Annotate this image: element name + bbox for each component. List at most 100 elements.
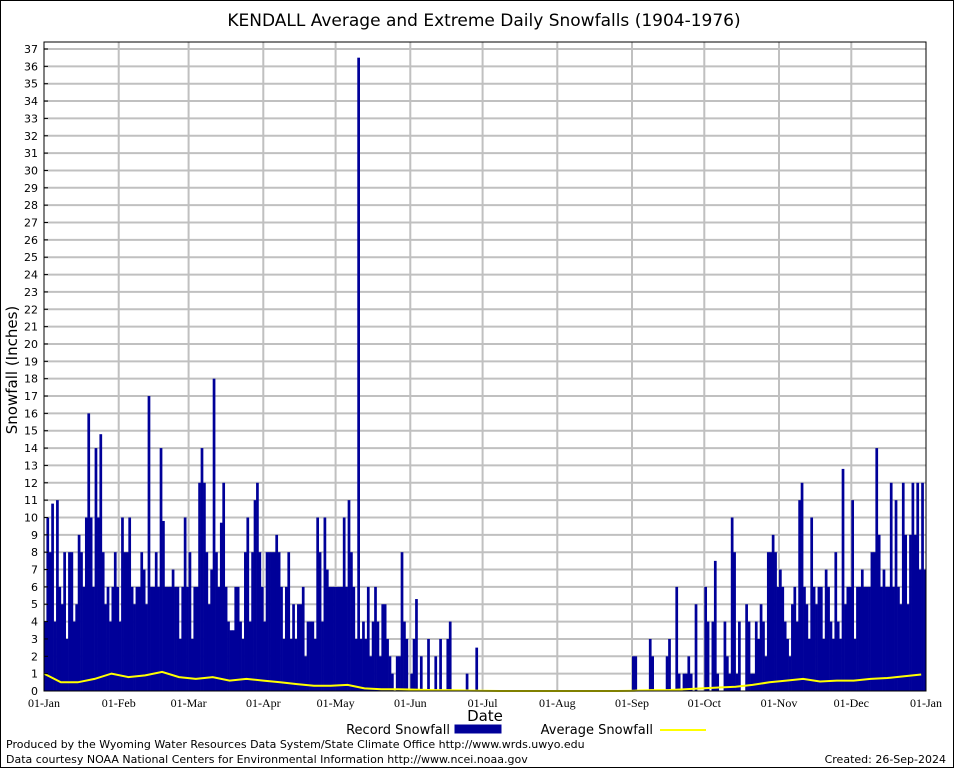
y-tick-label: 35 [24,78,38,91]
record-bar [376,621,380,691]
record-bar [256,482,259,691]
record-bar [362,621,365,691]
record-bar [791,604,794,691]
x-tick-label: 01-Feb [102,696,136,710]
record-bar [113,552,117,691]
record-bar [906,604,910,691]
record-bar [284,586,288,691]
record-bar [853,638,857,691]
x-tick-label: 01-Jul [468,696,499,710]
record-bar [357,57,360,692]
legend-swatch-record [454,724,502,734]
record-bar [169,586,173,691]
record-bar [53,621,57,691]
record-bar [205,552,209,691]
y-tick-label: 5 [31,598,38,611]
record-bar [880,586,883,691]
record-bar [289,638,293,691]
record-bar [909,534,912,691]
record-bar [246,517,250,691]
record-bar [56,500,59,691]
record-bar [207,604,211,691]
record-bar [222,482,226,691]
y-tick-label: 36 [24,60,38,73]
record-bar [921,482,924,691]
record-bar [171,569,175,691]
record-bar [819,586,823,691]
record-bar [150,586,153,691]
y-tick-label: 16 [24,407,38,420]
record-bar [894,500,898,691]
record-bar [366,586,370,691]
record-bar [410,673,414,691]
y-tick-label: 32 [24,130,38,143]
x-tick-label: 01-Jan [28,696,60,710]
record-bar [106,586,110,691]
record-bar [728,673,732,691]
record-bar [164,586,168,691]
record-bar [897,586,900,691]
record-bar [137,586,141,691]
record-bar [178,638,182,691]
record-bar [419,656,423,691]
record-bar [244,552,247,691]
y-tick-label: 30 [24,164,38,177]
record-bar [899,604,903,691]
record-bar [378,656,382,691]
record-bar [369,656,373,691]
record-bar [764,656,768,691]
record-bar [186,586,189,691]
record-bar [297,604,300,691]
record-bar [762,621,765,691]
record-bar [648,638,652,691]
record-bar [632,656,635,691]
y-tick-label: 37 [24,43,38,56]
record-bar [651,656,654,691]
record-bar [434,656,438,691]
record-bar [280,586,283,691]
record-bar [128,517,132,691]
record-bar [834,552,838,691]
record-bar [198,482,201,691]
record-bar [788,656,792,691]
record-bar [687,656,691,691]
y-tick-label: 15 [24,425,38,438]
record-bar [665,656,669,691]
record-bar [783,621,787,691]
record-bar [812,586,816,691]
y-tick-label: 1 [31,668,38,681]
record-bar [77,534,81,691]
footer-data-courtesy: Data courtesy NOAA National Centers for … [6,753,528,766]
record-bar [111,586,115,691]
record-bar [125,552,129,691]
record-bar [123,552,127,691]
record-bar [51,503,54,691]
y-tick-label: 21 [24,321,38,334]
record-bar [82,586,86,691]
record-bar [738,621,741,691]
y-tick-label: 26 [24,234,38,247]
plot-frame [43,41,927,692]
record-bar [162,520,165,691]
y-tick-label: 8 [31,546,38,559]
record-bar [253,500,257,691]
record-bar [224,586,228,691]
record-bar [725,656,729,691]
record-bar [301,586,305,691]
record-bar [68,552,71,691]
record-bar [713,560,717,691]
record-bar [258,552,262,691]
record-bar [116,586,120,691]
record-bar [856,586,859,691]
record-bar [80,552,83,691]
record-bar [824,569,828,691]
record-bar [154,552,158,691]
y-tick-label: 19 [24,355,38,368]
record-bar [911,482,915,691]
record-bar [694,604,698,691]
record-bar [798,500,801,691]
record-bar [757,638,761,691]
record-bar [889,482,893,691]
record-bar [754,621,758,691]
